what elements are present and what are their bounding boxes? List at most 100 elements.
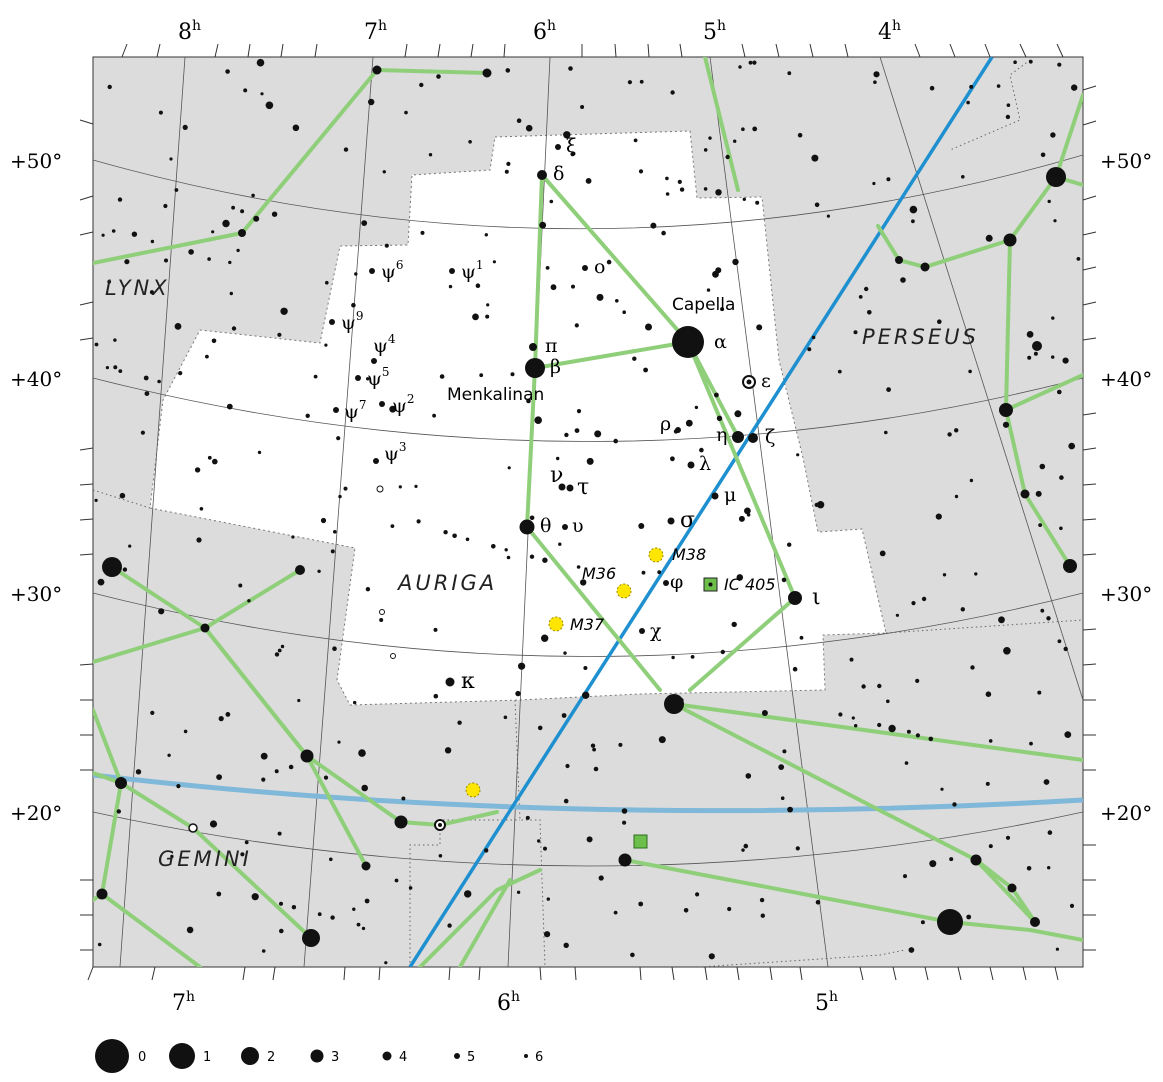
label-epsilon: ε (761, 370, 771, 392)
ra-bottom-6: 6h (497, 989, 520, 1016)
background-star (444, 747, 452, 754)
background-star (368, 98, 375, 106)
background-star (354, 272, 358, 276)
background-star (641, 570, 646, 575)
background-star (107, 84, 112, 90)
legend-mag-4: 4 (399, 1050, 407, 1065)
label-psi1: ψ1 (461, 258, 484, 283)
background-star (879, 550, 886, 557)
legend-mag-1-dot (169, 1043, 195, 1069)
star-gemini-9 (361, 861, 371, 871)
background-star (761, 710, 768, 716)
background-star (1063, 646, 1068, 652)
background-star (1040, 608, 1045, 613)
background-star (593, 766, 599, 772)
constellation-perseus: PERSEUS (862, 325, 979, 349)
star-rho (675, 427, 681, 433)
background-star (952, 802, 957, 807)
background-star (257, 450, 262, 455)
star-variable-2 (379, 609, 385, 615)
star-psi9 (329, 319, 335, 325)
star-capella (672, 326, 704, 358)
background-star (144, 391, 150, 396)
background-star (542, 557, 548, 563)
label-psi2: ψ2 (392, 392, 415, 417)
background-star (329, 857, 333, 862)
background-star (515, 690, 521, 697)
background-star (877, 722, 882, 728)
background-star (545, 266, 550, 270)
star-psi2 (379, 401, 385, 407)
background-star (544, 931, 551, 938)
dec-left-40: +40° (10, 367, 62, 391)
star-aldebaran (937, 909, 963, 935)
background-star (911, 219, 915, 224)
background-star (1051, 355, 1055, 359)
label-phi: φ (670, 571, 683, 593)
background-star (622, 820, 627, 825)
background-star (280, 307, 288, 315)
background-star (140, 430, 145, 435)
background-star (358, 749, 366, 757)
background-star (228, 260, 232, 265)
background-star (143, 375, 149, 381)
background-star (738, 515, 745, 522)
background-star (970, 665, 975, 670)
background-star (650, 222, 657, 229)
background-star (720, 649, 725, 655)
star-nu (558, 483, 566, 491)
background-star (873, 80, 877, 84)
background-star (361, 220, 368, 227)
background-star (205, 354, 209, 359)
background-star (468, 140, 472, 144)
background-star (216, 891, 222, 897)
background-star (746, 513, 751, 517)
background-star (592, 747, 596, 752)
label-mu: μ (724, 484, 736, 506)
background-star (333, 530, 337, 534)
legend-mag-0: 0 (138, 1050, 146, 1065)
background-star (1006, 103, 1011, 107)
ra-labels-bottom: 7h 6h 5h (172, 989, 838, 1016)
background-star (465, 537, 470, 542)
background-star (537, 725, 543, 731)
background-star (638, 523, 645, 529)
background-star (911, 601, 916, 606)
background-star (639, 79, 644, 84)
background-star (539, 221, 547, 229)
background-star (715, 267, 722, 274)
background-star (261, 949, 266, 953)
background-star (448, 284, 453, 289)
label-capella: Capella (672, 295, 735, 315)
background-star (807, 347, 812, 352)
background-star (665, 176, 669, 181)
legend-mag-2-dot (241, 1047, 259, 1065)
background-star (1046, 616, 1051, 621)
background-star (816, 501, 825, 509)
background-star (1053, 219, 1057, 223)
background-star (343, 486, 348, 491)
background-star (1047, 830, 1053, 835)
background-star (937, 319, 942, 325)
background-star (988, 739, 993, 743)
background-star (94, 342, 99, 347)
background-star (398, 485, 402, 489)
background-star (594, 430, 602, 438)
background-star (516, 890, 521, 894)
label-eta: η (716, 424, 727, 446)
background-star (1062, 357, 1069, 364)
background-star (1037, 690, 1042, 695)
background-star (947, 432, 952, 437)
background-star (966, 914, 972, 920)
background-star (583, 666, 588, 670)
star-gemini-2 (302, 929, 320, 947)
background-star (225, 712, 231, 717)
star-variable-1 (376, 485, 384, 493)
star-zeta (748, 433, 758, 443)
background-star (613, 910, 618, 915)
background-star (122, 567, 128, 572)
background-star (323, 775, 329, 780)
background-star (615, 299, 619, 303)
background-star (909, 205, 918, 214)
background-star (510, 372, 515, 377)
